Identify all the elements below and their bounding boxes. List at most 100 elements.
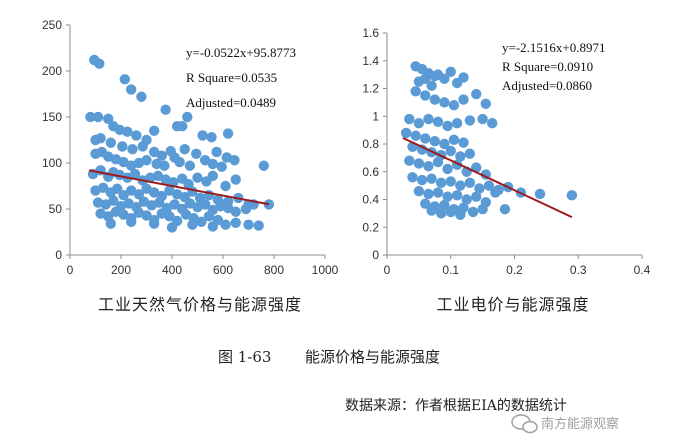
gas-price-data-point bbox=[169, 199, 180, 210]
electricity-price-data-point bbox=[442, 163, 453, 175]
electricity-price-data-point bbox=[464, 115, 476, 126]
gas-price-x-tick-label: 0 bbox=[67, 263, 74, 277]
electricity-price-data-point bbox=[439, 97, 450, 108]
gas-price-adjusted: Adjusted=0.0489 bbox=[186, 95, 276, 110]
gas-price-data-point bbox=[196, 216, 207, 228]
gas-price-data-point bbox=[141, 210, 152, 221]
gas-price-data-point bbox=[206, 132, 217, 143]
electricity-price-data-point bbox=[416, 144, 428, 155]
gas-price-data-point bbox=[105, 137, 117, 148]
gas-price-x-tick-label: 200 bbox=[111, 263, 131, 277]
gas-price-data-point bbox=[240, 203, 252, 215]
gas-price-data-point bbox=[85, 111, 96, 123]
gas-price-data-point bbox=[129, 168, 141, 180]
gas-price-data-point bbox=[126, 216, 137, 228]
electricity-price-r-square: R Square=0.0910 bbox=[502, 59, 593, 74]
data-source: 数据来源：作者根据EIA的数据统计 bbox=[345, 398, 567, 414]
electricity-price-trendline-line bbox=[402, 137, 573, 219]
electricity-price-trendline bbox=[402, 137, 573, 219]
gas-price-equation: y=-0.0522x+95.8773 bbox=[186, 45, 296, 60]
electricity-price-y-tick-label: 1.2 bbox=[362, 82, 379, 96]
gas-price-data-point bbox=[220, 180, 231, 192]
gas-price-data-point bbox=[230, 206, 241, 217]
electricity-price-y-tick-label: 0.6 bbox=[362, 165, 379, 179]
electricity-price-data-point bbox=[439, 138, 450, 150]
gas-price-data-point bbox=[97, 182, 109, 194]
gas-price-data-point bbox=[95, 132, 106, 144]
chat-bubble-icon bbox=[511, 414, 538, 434]
gas-price-data-point bbox=[117, 141, 128, 152]
electricity-price-data-point bbox=[445, 176, 456, 187]
gas-price-data-point bbox=[166, 222, 178, 233]
gas-price-scatter-chart: 0 200 400 600 800 1000 0 50 100 150 200 250 y=-0.05… bbox=[42, 18, 339, 314]
electricity-price-data-point bbox=[486, 117, 498, 129]
gas-price-data-point bbox=[191, 148, 202, 159]
electricity-price-x-tick-label: 0 bbox=[384, 263, 391, 277]
gas-price-data-point bbox=[197, 130, 208, 141]
gas-price-data-point bbox=[220, 219, 231, 230]
gas-price-axes bbox=[69, 25, 325, 256]
gas-price-data-point bbox=[263, 199, 275, 210]
electricity-price-data-point bbox=[471, 191, 482, 202]
electricity-price-data-point bbox=[455, 151, 466, 162]
gas-price-x-tick-label: 800 bbox=[264, 263, 284, 277]
electricity-price-data-point bbox=[429, 94, 441, 105]
electricity-price-equation: y=-2.1516x+0.8971 bbox=[502, 40, 606, 55]
gas-price-x-tick-label: 1000 bbox=[312, 263, 339, 277]
gas-price-data-point bbox=[137, 141, 148, 152]
gas-price-data-point bbox=[243, 219, 254, 230]
electricity-price-data-point bbox=[458, 72, 469, 83]
gas-price-data-point bbox=[159, 160, 170, 171]
gas-price-data-point bbox=[119, 74, 131, 85]
gas-price-data-point bbox=[127, 144, 138, 155]
gas-price-data-point bbox=[105, 218, 117, 229]
electricity-price-data-point bbox=[420, 73, 431, 84]
gas-price-y-tick-label: 50 bbox=[49, 202, 63, 216]
electricity-price-data-point bbox=[410, 86, 421, 97]
electricity-price-data-point bbox=[464, 148, 476, 159]
electricity-price-data-point bbox=[404, 155, 415, 166]
electricity-price-data-point bbox=[420, 90, 431, 101]
gas-price-trendline bbox=[88, 169, 270, 206]
gas-price-data-point bbox=[179, 144, 190, 155]
electricity-price-y-tick-label: 0 bbox=[372, 248, 379, 262]
electricity-price-data-point bbox=[534, 188, 546, 200]
electricity-price-data-point bbox=[448, 134, 460, 146]
electricity-price-y-tick-label: 0.8 bbox=[362, 137, 379, 151]
gas-price-data-point bbox=[207, 170, 218, 182]
electricity-price-data-point bbox=[467, 206, 479, 218]
gas-price-data-point bbox=[148, 218, 160, 229]
gas-price-data-point bbox=[230, 217, 241, 228]
gas-price-data-point bbox=[94, 58, 105, 69]
electricity-price-data-point bbox=[423, 113, 434, 125]
gas-price-data-point bbox=[184, 160, 196, 171]
electricity-price-data-point bbox=[404, 113, 415, 125]
electricity-price-data-point bbox=[566, 190, 578, 201]
gas-price-data-point bbox=[222, 128, 234, 139]
electricity-price-y-tick-label: 1.6 bbox=[362, 26, 379, 40]
watermark: 南方能源观察 bbox=[511, 414, 619, 434]
electricity-price-y-tick-label: 1 bbox=[372, 109, 379, 123]
gas-price-data-point bbox=[253, 220, 264, 231]
electricity-price-data-point bbox=[455, 180, 466, 191]
electricity-price-data-point bbox=[413, 117, 425, 129]
electricity-price-data-point bbox=[435, 177, 447, 189]
electricity-price-data-point bbox=[477, 204, 488, 215]
electricity-price-y-tick-label: 1.4 bbox=[362, 54, 379, 68]
gas-price-data-point bbox=[207, 221, 218, 232]
gas-price-data-point bbox=[126, 84, 137, 95]
electricity-price-data-point bbox=[464, 177, 476, 189]
electricity-price-data-point bbox=[458, 94, 469, 105]
gas-price-x-tick-label: 600 bbox=[213, 263, 233, 277]
electricity-price-y-tick-label: 0.2 bbox=[362, 220, 379, 234]
gas-price-points bbox=[85, 54, 275, 233]
electricity-price-data-point bbox=[426, 80, 437, 91]
electricity-price-x-tick-label: 0.2 bbox=[506, 263, 523, 277]
gas-price-y-tick-label: 0 bbox=[55, 248, 62, 262]
figure-number: 图 1-63 bbox=[218, 348, 271, 366]
gas-price-data-point bbox=[192, 172, 203, 183]
electricity-price-data-point bbox=[442, 191, 453, 202]
gas-price-data-point bbox=[164, 211, 175, 222]
electricity-price-ticks: 0 0.1 0.2 0.3 0.4 0 0.2 0.4 0.6 0.8 1 1.2 1.4 1.6 bbox=[362, 26, 650, 277]
electricity-price-x-tick-label: 0.4 bbox=[634, 263, 651, 277]
